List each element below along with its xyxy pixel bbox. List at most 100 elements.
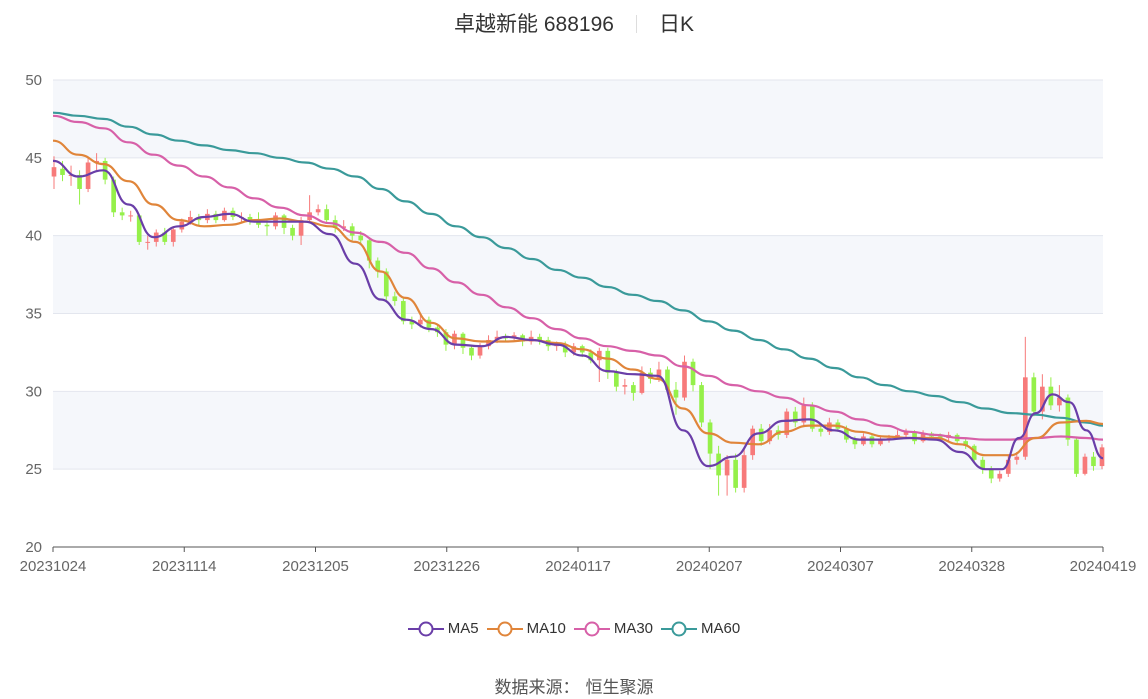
legend-label: MA5 — [447, 620, 479, 637]
y-tick-label: 40 — [25, 228, 42, 245]
x-tick-label: 20231024 — [20, 558, 87, 575]
candle-body — [392, 296, 398, 302]
candle-body — [716, 453, 721, 476]
legend-item-ma10[interactable]: MA10 — [486, 620, 566, 637]
candle-body — [418, 319, 423, 325]
candle-body — [665, 369, 670, 390]
ma60-line — [52, 111, 1104, 427]
candle-body — [622, 385, 628, 387]
y-tick-label: 25 — [25, 461, 42, 478]
candle-body — [980, 459, 986, 470]
legend-label: MA10 — [526, 620, 566, 637]
candle-body — [290, 227, 295, 236]
candle-body — [298, 220, 304, 236]
candle-body — [639, 372, 645, 393]
kline-chart: 20 25 30 35 40 45 50 20231024 20231114 20231205 20… — [20, 72, 1137, 575]
candle-body — [937, 436, 943, 439]
legend-marker-icon — [407, 621, 444, 636]
candle-body — [1040, 386, 1045, 412]
candle-body — [1091, 456, 1096, 467]
candle-body — [963, 441, 969, 446]
candle-body — [324, 209, 329, 221]
legend: MA5 MA10 MA30 MA60 — [0, 620, 1148, 641]
x-tick-label: 20240419 — [1070, 558, 1137, 575]
candle-body — [1022, 377, 1028, 457]
candle-body — [690, 361, 696, 386]
y-tick-label: 20 — [25, 539, 42, 556]
candle-body — [673, 389, 679, 398]
ma5-line — [52, 159, 1104, 471]
y-tick-label: 30 — [25, 383, 42, 400]
candle-body — [401, 301, 406, 322]
candle-body — [1005, 459, 1011, 474]
candle-body — [128, 215, 134, 217]
candle-body — [341, 226, 347, 228]
candle-body — [469, 347, 474, 356]
candle-body — [315, 209, 321, 213]
candle-body — [562, 344, 568, 353]
candle-body — [733, 459, 738, 488]
candle-body — [1099, 447, 1105, 467]
candle-body — [187, 216, 193, 222]
legend-item-ma5[interactable]: MA5 — [407, 620, 479, 637]
candle-body — [614, 372, 619, 387]
candle-body — [1057, 397, 1062, 406]
legend-label: MA60 — [701, 620, 741, 637]
candle-body — [111, 179, 116, 213]
x-tick-label: 20240207 — [676, 558, 743, 575]
candle-body — [988, 469, 994, 479]
ma10-line — [52, 139, 1104, 457]
candle-body — [571, 346, 577, 353]
x-tick-label: 20231114 — [152, 558, 217, 575]
candle-body — [682, 361, 687, 398]
candle-body — [136, 215, 142, 242]
candle-body — [1014, 456, 1020, 460]
grid-band — [53, 391, 1103, 470]
candle-body — [213, 213, 219, 221]
ma30-line — [52, 114, 1104, 441]
chart-title: 卓越新能 688196 日K — [0, 8, 1148, 38]
candle-body — [145, 241, 151, 243]
candle-body — [912, 431, 917, 442]
candle-body — [60, 168, 65, 175]
candle-body — [537, 336, 542, 340]
grid-band — [53, 80, 1103, 158]
candle-body — [119, 212, 125, 216]
candle-body — [724, 459, 730, 476]
candle-body — [477, 346, 483, 356]
candle-body — [358, 235, 364, 241]
candle-body — [809, 405, 815, 429]
legend-marker-icon — [573, 621, 610, 636]
candle-body — [758, 428, 764, 442]
legend-marker-icon — [661, 621, 698, 636]
candle-body — [997, 473, 1003, 479]
candle-body — [51, 167, 57, 177]
candle-body — [383, 271, 389, 297]
candle-body — [1031, 377, 1037, 412]
candle-body — [264, 224, 270, 227]
candle-body — [792, 411, 798, 423]
candle-body — [486, 339, 491, 347]
candle-body — [699, 385, 704, 423]
y-tick-label: 35 — [25, 306, 42, 323]
candle-body — [971, 445, 977, 460]
candle-body — [1074, 439, 1079, 474]
legend-marker-icon — [486, 621, 523, 636]
candle-body — [878, 439, 883, 445]
legend-item-ma30[interactable]: MA30 — [573, 620, 653, 637]
title-separator — [635, 15, 637, 33]
stock-name: 卓越新能 688196 — [454, 13, 614, 36]
candle-body — [349, 226, 355, 236]
candle-body — [460, 333, 466, 348]
x-tick-label: 20240117 — [545, 558, 611, 575]
candle-body — [1082, 456, 1088, 474]
candle-body — [818, 428, 824, 432]
candle-body — [707, 422, 713, 454]
period-label: 日K — [658, 13, 694, 36]
candle-body — [801, 405, 807, 423]
candle-body — [247, 216, 253, 221]
legend-item-ma60[interactable]: MA60 — [661, 620, 740, 637]
candle-body — [903, 431, 909, 435]
y-tick-label: 50 — [25, 72, 42, 89]
candle-body — [588, 352, 594, 361]
